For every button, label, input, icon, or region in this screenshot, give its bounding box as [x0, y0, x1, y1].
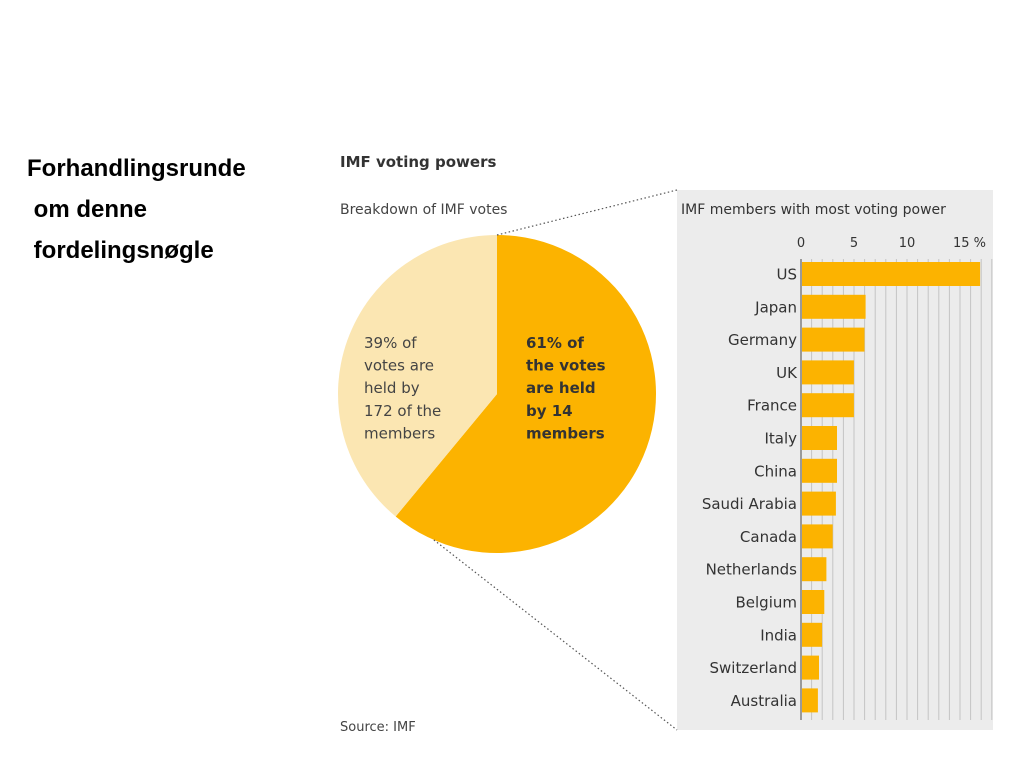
slide-title: Forhandlingsrunde om denne fordelingsnøg…: [27, 148, 327, 271]
category-label: Italy: [764, 430, 797, 448]
bar-china: [802, 458, 837, 483]
bar-us: [802, 262, 981, 286]
x-tick-label: 15 %: [953, 236, 986, 251]
bar-india: [802, 622, 823, 647]
slide-title-line-1: Forhandlingsrunde: [27, 155, 246, 182]
pie-label-line: votes are: [364, 357, 434, 375]
chart-title: IMF voting powers: [340, 153, 496, 171]
pie-label-line: are held: [526, 379, 596, 397]
pie-label-line: 39% of: [364, 334, 417, 352]
category-label: Belgium: [736, 594, 798, 612]
category-label: US: [776, 266, 797, 284]
category-label: Switzerland: [710, 659, 798, 677]
pie-label-line: 61% of: [526, 334, 584, 352]
category-label: Saudi Arabia: [702, 495, 797, 513]
pie-subtitle: Breakdown of IMF votes: [340, 202, 507, 218]
bar-canada: [802, 524, 833, 549]
bar-chart-title: IMF members with most voting power: [681, 202, 946, 218]
category-label: Germany: [728, 331, 797, 349]
slide-title-line-3: fordelingsnøgle: [27, 237, 214, 264]
source-note: Source: IMF: [340, 720, 416, 735]
bar-italy: [802, 426, 837, 450]
category-label: Canada: [740, 528, 797, 546]
pie-label-line: held by: [364, 379, 420, 397]
pie-label-line: members: [526, 424, 605, 442]
bar-switzerland: [802, 655, 819, 680]
bar-france: [802, 393, 854, 418]
pie-slice-label-1: 61% of the votes are held by 14 members: [526, 334, 606, 442]
pie-slice-2: [338, 235, 497, 517]
bar-saudi-arabia: [802, 491, 836, 516]
connector-lines: [433, 189, 678, 731]
x-tick-label: 10: [899, 236, 916, 251]
category-label: UK: [776, 364, 798, 382]
category-label: Netherlands: [706, 561, 798, 579]
x-tick-label: 5: [850, 236, 858, 251]
pie-label-line: members: [364, 424, 435, 442]
pie-slice-label-2: 39% of votes are held by 172 of the members: [364, 334, 441, 442]
connector-line-bottom: [433, 539, 678, 731]
pie-label-line: 172 of the: [364, 402, 441, 420]
bar-australia: [802, 688, 818, 713]
bar-belgium: [802, 590, 825, 614]
slide-title-line-2: om denne: [27, 196, 148, 223]
x-tick-label: 0: [797, 236, 805, 251]
category-label: India: [760, 626, 797, 644]
pie-label-line: by 14: [526, 402, 573, 420]
pie-slice-1: [395, 234, 657, 553]
pie-label-line: the votes: [526, 357, 606, 375]
bar-japan: [802, 294, 866, 319]
bar-germany: [802, 327, 865, 352]
category-label: China: [754, 462, 797, 480]
bar-uk: [802, 360, 854, 385]
category-label: Japan: [754, 298, 797, 316]
bar-netherlands: [802, 557, 827, 582]
category-label: France: [747, 397, 797, 415]
category-label: Australia: [731, 692, 797, 710]
connector-line-top: [496, 189, 678, 236]
bar-chart: 0 5 10 15 % US Japan Germany UK France Italy China…: [702, 236, 993, 720]
